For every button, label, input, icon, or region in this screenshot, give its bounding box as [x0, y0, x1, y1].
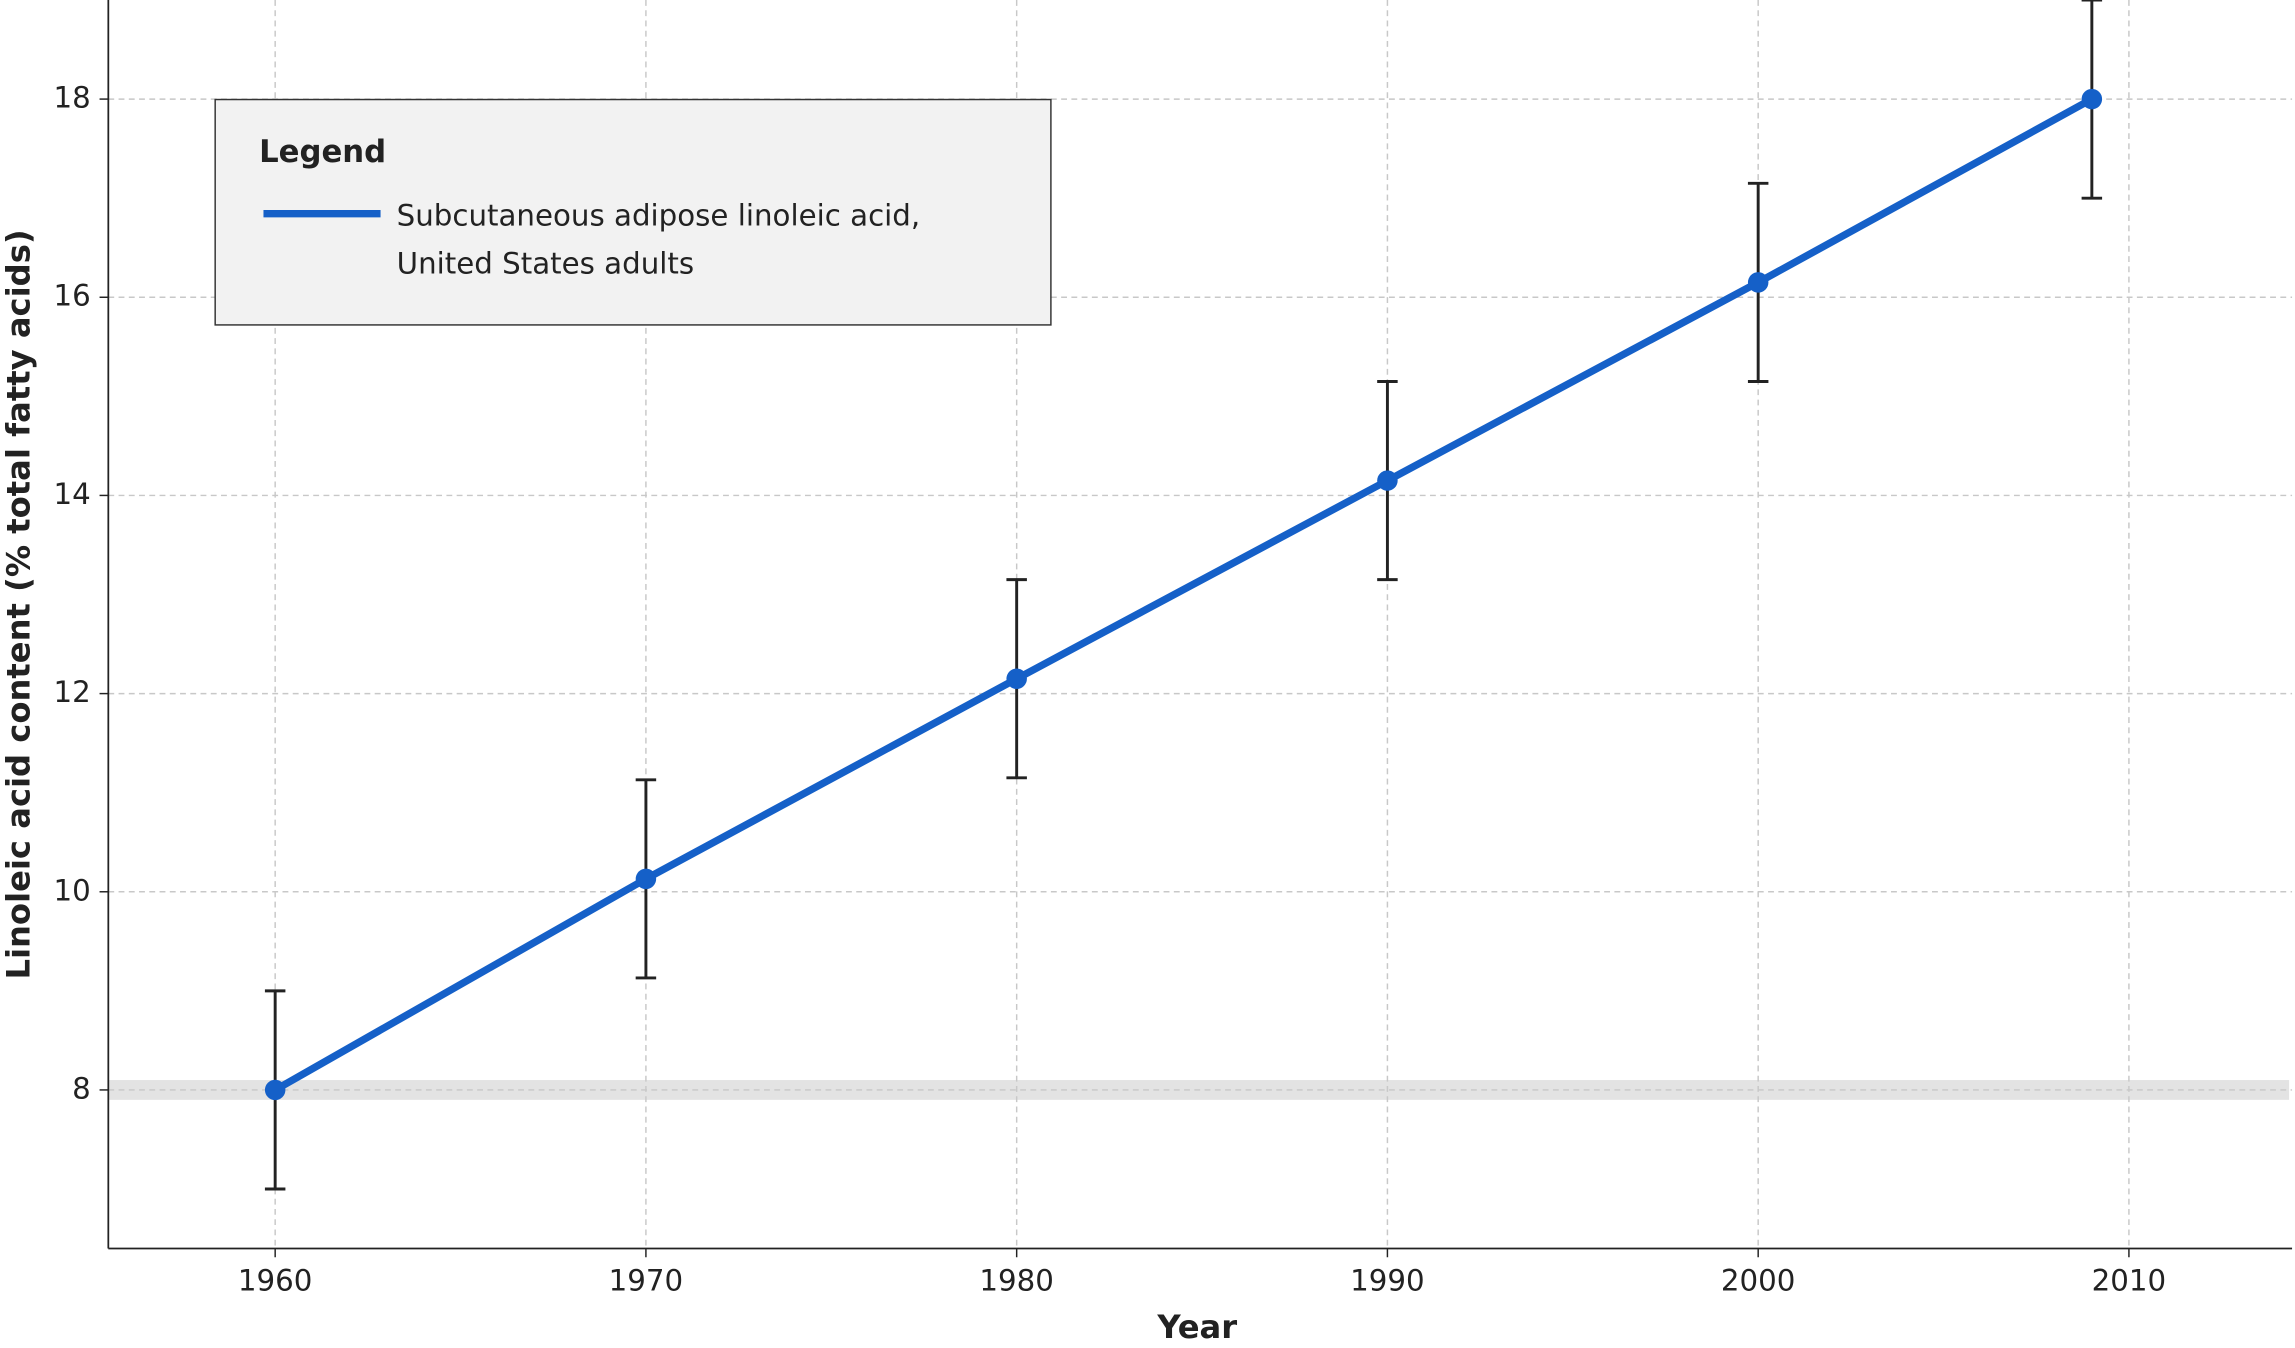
- y-tick-label: 12: [54, 675, 91, 709]
- x-tick-label: 2000: [1721, 1264, 1795, 1298]
- x-tick-label: 2010: [2092, 1264, 2166, 1298]
- y-axis-label: Linoleic acid content (% total fatty aci…: [0, 229, 38, 979]
- data-point: [1006, 668, 1027, 689]
- x-axis-label: Year: [1156, 1308, 1237, 1346]
- data-point: [264, 1079, 286, 1101]
- data-point: [635, 868, 657, 890]
- x-tick-label: 1990: [1350, 1264, 1424, 1298]
- x-tick-label: 1970: [609, 1264, 683, 1298]
- series-line: [273, 95, 2094, 1094]
- legend-title: Legend: [259, 134, 386, 170]
- data-point: [1377, 470, 1398, 491]
- y-tick-label: 18: [54, 81, 91, 115]
- y-tick-label: 16: [54, 279, 91, 313]
- x-tick-label: 1960: [238, 1264, 312, 1298]
- y-tick-label: 8: [72, 1071, 91, 1105]
- legend-entry: Subcutaneous adipose linoleic acid, Unit…: [396, 197, 921, 282]
- data-point: [1747, 272, 1769, 293]
- y-tick-label: 14: [54, 477, 91, 511]
- x-tick-label: 1980: [979, 1264, 1053, 1298]
- legend-label: Subcutaneous adipose linoleic acid, Unit…: [396, 197, 921, 282]
- legend: Legend Subcutaneous adipose linoleic acid…: [214, 98, 1052, 326]
- data-point: [2081, 88, 2103, 110]
- y-tick-label: 10: [54, 873, 91, 907]
